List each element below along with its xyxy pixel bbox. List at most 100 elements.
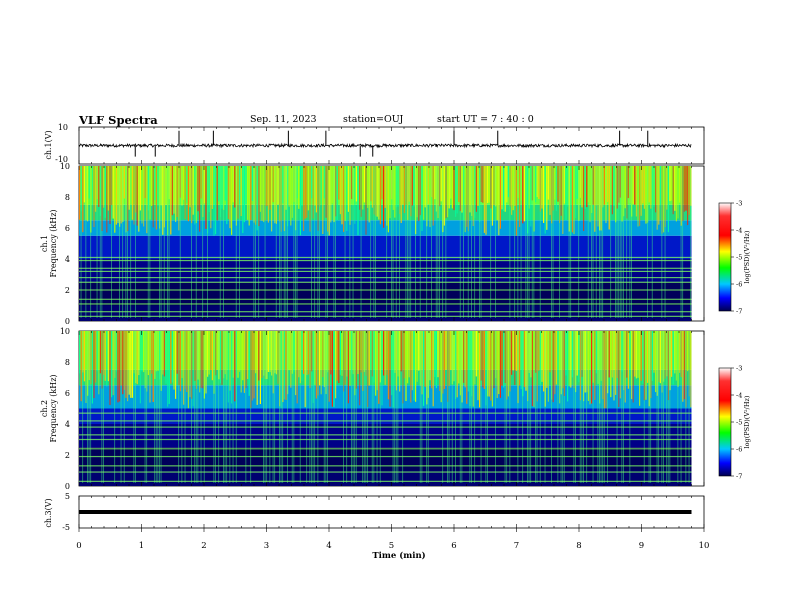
sferic-streak	[653, 166, 655, 208]
narrowband-line	[79, 289, 692, 291]
narrowband-line	[79, 434, 692, 436]
sferic-streak	[416, 166, 418, 218]
sferic-streak	[472, 166, 474, 227]
sferic-streak	[96, 331, 98, 372]
sferic-streak	[98, 166, 100, 207]
sferic-streak	[589, 331, 591, 405]
sferic-streak	[389, 331, 391, 407]
sferic-streak	[199, 331, 201, 393]
broadband-sferic	[536, 331, 538, 483]
sferic-streak	[205, 331, 207, 394]
x-tick-labels: 0 1 2 3 4 5 6 7 8 9 10	[76, 541, 709, 551]
sferic-streak	[144, 166, 146, 199]
broadband-sferic	[517, 166, 519, 318]
broadband-sferic	[587, 166, 589, 318]
sferic-streak	[416, 331, 418, 382]
sferic-streak	[511, 331, 513, 375]
sferic-streak	[187, 166, 189, 222]
broadband-sferic	[647, 166, 648, 318]
broadband-sferic	[419, 331, 421, 483]
broadband-sferic	[179, 166, 181, 318]
sferic-streak	[671, 331, 673, 377]
sferic-streak	[531, 331, 533, 407]
sferic-streak	[482, 331, 484, 388]
spec-ylabel-channel: ch.2	[40, 400, 49, 417]
sferic-streak	[498, 331, 500, 395]
broadband-sferic	[629, 166, 631, 318]
sferic-streak	[91, 166, 93, 206]
broadband-sferic	[272, 331, 274, 483]
sferic-streak	[128, 166, 130, 210]
broadband-sferic	[610, 166, 612, 318]
sferic-streak	[536, 166, 538, 198]
ch1-colorbar: -3 -4 -5 -6 -7 log(PSD)(V²/Hz)	[718, 200, 751, 316]
sferic-streak	[624, 331, 626, 403]
sferic-streak	[295, 331, 297, 396]
broadband-sferic	[522, 331, 524, 483]
sferic-streak	[275, 331, 277, 375]
sferic-streak	[248, 166, 250, 226]
broadband-sferic	[439, 166, 440, 318]
sferic-streak	[202, 331, 204, 389]
broadband-sferic	[312, 331, 314, 483]
sferic-streak	[210, 331, 212, 371]
sferic-streak	[335, 331, 337, 399]
broadband-sferic	[525, 166, 527, 318]
sferic-streak	[496, 331, 498, 399]
sferic-streak	[659, 166, 661, 206]
sferic-streak	[440, 166, 442, 202]
broadband-sferic	[688, 331, 690, 483]
broadband-sferic	[184, 331, 186, 483]
sferic-streak	[255, 331, 257, 374]
sferic-streak	[424, 331, 426, 387]
spectrogram-band	[79, 447, 692, 471]
broadband-sferic	[149, 166, 151, 318]
broadband-sferic	[616, 331, 618, 483]
sferic-streak	[523, 166, 525, 222]
sferic-streak	[443, 331, 445, 389]
broadband-sferic	[207, 166, 208, 318]
sferic-streak	[493, 331, 495, 389]
sferic-streak	[475, 331, 477, 377]
axis-ticks	[78, 127, 705, 532]
sferic-streak	[432, 166, 434, 226]
sferic-streak	[211, 166, 213, 209]
narrowband-line	[79, 267, 692, 269]
broadband-sferic	[346, 331, 348, 483]
sferic-streak	[656, 166, 658, 230]
broadband-sferic	[255, 166, 256, 318]
broadband-sferic	[323, 331, 325, 483]
sferic-streak	[296, 331, 298, 404]
narrowband-line	[79, 480, 692, 482]
sferic-streak	[355, 166, 357, 202]
ch3-ytick-top: 5	[65, 492, 70, 501]
sferic-streak	[147, 331, 149, 376]
freq-tick-label: 6	[65, 224, 70, 233]
sferic-streak	[608, 166, 610, 230]
broadband-sferic	[615, 166, 616, 318]
sferic-streak	[298, 166, 300, 209]
sferic-streak	[349, 331, 351, 386]
sferic-streak	[595, 331, 597, 374]
sferic-streak	[344, 331, 346, 385]
sferic-streak	[655, 331, 657, 393]
broadband-sferic	[421, 331, 423, 483]
sferic-streak	[251, 331, 253, 401]
broadband-sferic	[551, 166, 552, 318]
sferic-streak	[368, 331, 370, 386]
sferic-streak	[323, 166, 325, 199]
sferic-streak	[336, 166, 338, 221]
sferic-streak	[688, 166, 690, 215]
sferic-streak	[218, 166, 220, 202]
broadband-sferic	[319, 166, 320, 318]
broadband-sferic	[99, 166, 101, 318]
sferic-streak	[375, 331, 377, 396]
sferic-streak	[232, 166, 234, 203]
broadband-sferic	[442, 166, 444, 318]
sferic-streak	[514, 331, 516, 385]
spectrogram-band	[79, 424, 692, 448]
broadband-sferic	[363, 331, 365, 483]
sferic-streak	[368, 166, 370, 223]
x-tick-label: 8	[576, 541, 581, 551]
sferic-streak	[535, 166, 537, 203]
